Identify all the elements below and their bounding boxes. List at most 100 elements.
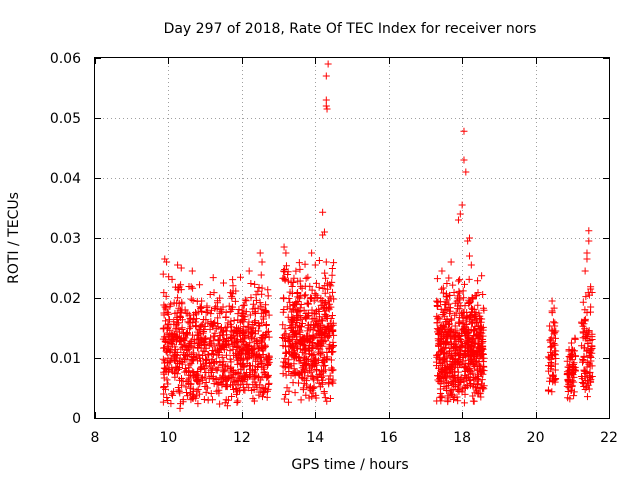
data-point xyxy=(296,265,304,273)
data-point xyxy=(182,309,190,317)
data-point xyxy=(283,384,291,392)
x-tick-label: 8 xyxy=(91,430,100,446)
data-point xyxy=(581,325,589,333)
data-point xyxy=(183,346,191,354)
data-point xyxy=(567,339,575,347)
data-point xyxy=(469,392,477,400)
data-point xyxy=(315,379,323,387)
data-point xyxy=(197,335,205,343)
data-point xyxy=(279,370,287,378)
x-tick-label: 12 xyxy=(233,430,251,446)
data-point xyxy=(246,311,254,319)
data-point xyxy=(433,397,441,405)
data-point xyxy=(207,390,215,398)
plot-frame xyxy=(94,57,610,419)
data-point xyxy=(319,372,327,380)
data-point xyxy=(279,321,287,329)
data-point xyxy=(232,287,240,295)
data-point xyxy=(162,385,170,393)
data-point xyxy=(169,367,177,375)
data-point xyxy=(456,210,464,218)
data-point xyxy=(458,201,466,209)
data-point xyxy=(330,331,338,339)
data-point xyxy=(290,306,298,314)
data-point xyxy=(324,333,332,341)
data-point xyxy=(552,327,560,335)
data-point xyxy=(297,396,305,404)
data-point xyxy=(241,351,249,359)
data-point xyxy=(443,386,451,394)
data-point xyxy=(447,315,455,323)
data-point xyxy=(304,324,312,332)
data-point xyxy=(285,348,293,356)
data-point xyxy=(587,346,595,354)
data-point xyxy=(174,294,182,302)
data-point xyxy=(466,317,474,325)
data-point xyxy=(263,328,271,336)
data-point xyxy=(585,237,593,245)
data-point xyxy=(305,332,313,340)
data-point xyxy=(258,339,266,347)
data-point xyxy=(178,374,186,382)
data-point xyxy=(451,329,459,337)
data-point xyxy=(284,271,292,279)
data-point xyxy=(580,380,588,388)
data-point xyxy=(292,312,300,320)
data-point xyxy=(280,306,288,314)
data-point xyxy=(304,327,312,335)
data-point xyxy=(210,380,218,388)
data-point xyxy=(165,310,173,318)
data-point xyxy=(259,332,267,340)
data-point xyxy=(585,385,593,393)
data-point xyxy=(252,381,260,389)
data-point xyxy=(312,394,320,402)
x-tick-label: 18 xyxy=(453,430,471,446)
data-point xyxy=(227,317,235,325)
data-point xyxy=(584,340,592,348)
data-point xyxy=(588,342,596,350)
data-point xyxy=(228,366,236,374)
data-point xyxy=(281,354,289,362)
data-point xyxy=(218,353,226,361)
data-point xyxy=(462,168,470,176)
data-point xyxy=(586,369,594,377)
data-point xyxy=(248,329,256,337)
data-point xyxy=(228,381,236,389)
data-point xyxy=(306,282,314,290)
data-point xyxy=(258,290,266,298)
data-point xyxy=(328,367,336,375)
data-point xyxy=(247,294,255,302)
data-point xyxy=(550,340,558,348)
data-point xyxy=(324,285,332,293)
data-point xyxy=(315,256,323,264)
data-point xyxy=(472,351,480,359)
data-point xyxy=(249,362,257,370)
data-point xyxy=(439,284,447,292)
data-point xyxy=(189,284,197,292)
data-point xyxy=(447,378,455,386)
data-point xyxy=(447,351,455,359)
data-point xyxy=(433,275,441,283)
data-point xyxy=(457,309,465,317)
data-point xyxy=(440,344,448,352)
data-point xyxy=(291,301,299,309)
data-point xyxy=(208,355,216,363)
data-point xyxy=(318,333,326,341)
data-point xyxy=(164,359,172,367)
data-point xyxy=(296,370,304,378)
data-point xyxy=(183,388,191,396)
data-point xyxy=(207,310,215,318)
data-point xyxy=(282,249,290,257)
data-point xyxy=(308,393,316,401)
data-point xyxy=(545,354,553,362)
data-point xyxy=(437,373,445,381)
data-point xyxy=(161,337,169,345)
data-point xyxy=(329,326,337,334)
x-tick-label: 10 xyxy=(160,430,178,446)
data-point xyxy=(569,377,577,385)
data-point xyxy=(299,384,307,392)
data-point xyxy=(564,376,572,384)
data-point xyxy=(473,357,481,365)
data-point xyxy=(160,382,168,390)
